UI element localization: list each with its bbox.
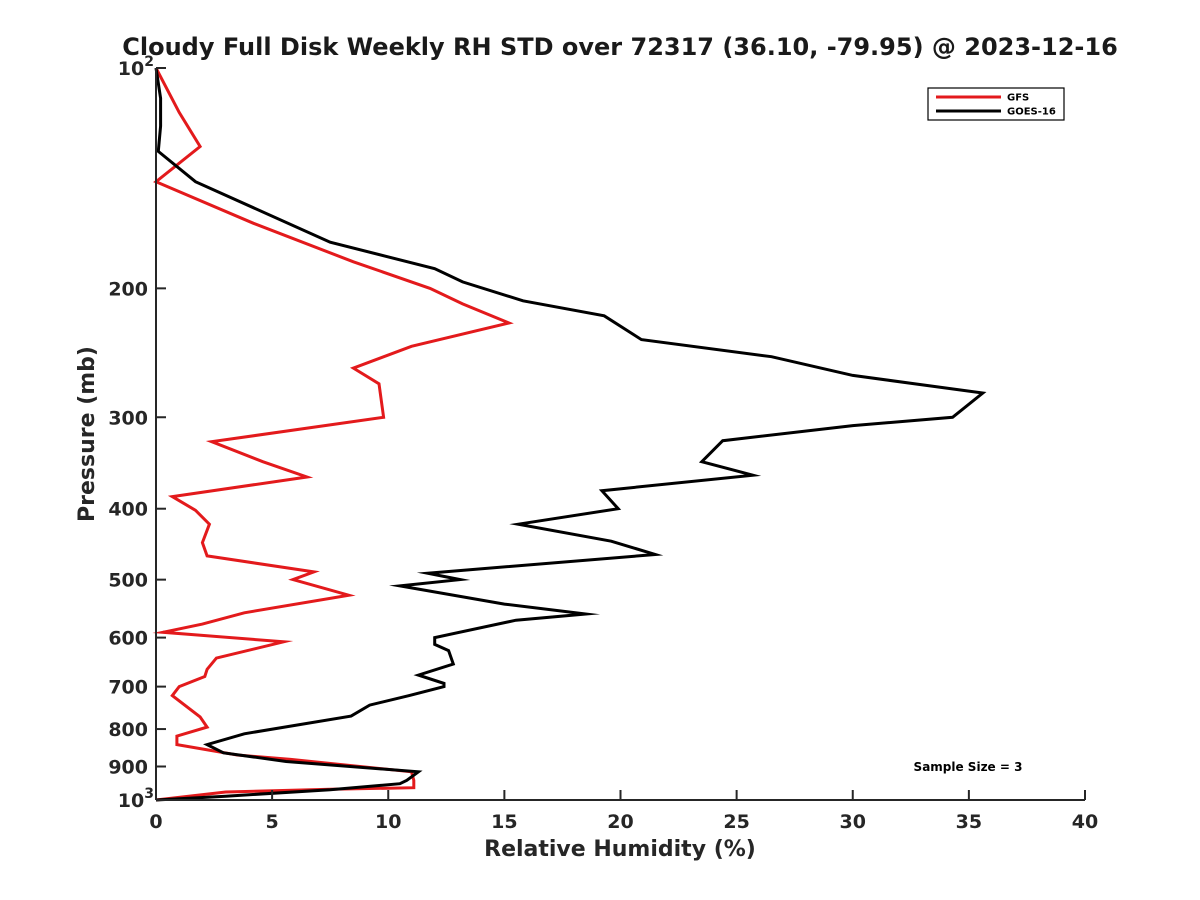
series-line-gfs xyxy=(152,67,514,802)
x-tick-label: 30 xyxy=(840,811,866,833)
y-tick-label: 102 xyxy=(118,54,154,80)
x-tick-label: 5 xyxy=(266,811,279,833)
y-axis-label: Pressure (mb) xyxy=(75,346,100,522)
series-layer xyxy=(152,67,987,802)
y-tick-label: 400 xyxy=(108,499,148,521)
x-axis-label: Relative Humidity (%) xyxy=(484,837,756,862)
axes-layer xyxy=(155,68,1085,801)
legend: GFS GOES-16 xyxy=(927,87,1065,121)
y-tick-label: 700 xyxy=(108,677,148,699)
y-tick-label: 300 xyxy=(108,407,148,429)
chart-title: Cloudy Full Disk Weekly RH STD over 7231… xyxy=(122,33,1118,61)
y-tick-label: 600 xyxy=(108,628,148,650)
x-tick-label: 15 xyxy=(491,811,517,833)
sample-size-note: Sample Size = 3 xyxy=(914,760,1023,774)
legend-label-goes-16: GOES-16 xyxy=(1007,107,1056,118)
y-ticks: 102 200 300 400 500 600 700 800 900 103 xyxy=(108,54,166,812)
x-tick-label: 35 xyxy=(956,811,982,833)
legend-box xyxy=(927,87,1065,121)
y-tick-label: 500 xyxy=(108,570,148,592)
x-ticks: 0 5 10 15 20 25 30 35 40 xyxy=(149,790,1098,833)
x-tick-label: 40 xyxy=(1072,811,1098,833)
x-tick-label: 10 xyxy=(375,811,401,833)
x-tick-label: 20 xyxy=(607,811,633,833)
y-tick-label: 103 xyxy=(118,786,154,812)
y-tick-label: 900 xyxy=(108,757,148,779)
x-tick-label: 25 xyxy=(723,811,749,833)
y-tick-label: 800 xyxy=(108,719,148,741)
series-line-goes-16 xyxy=(154,67,987,802)
legend-label-gfs: GFS xyxy=(1007,93,1029,104)
x-tick-label: 0 xyxy=(149,811,162,833)
y-tick-label: 200 xyxy=(108,278,148,300)
